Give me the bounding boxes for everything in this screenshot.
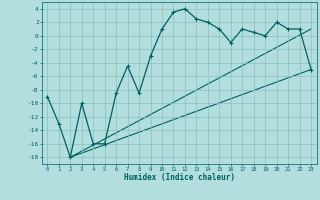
X-axis label: Humidex (Indice chaleur): Humidex (Indice chaleur)	[124, 173, 235, 182]
